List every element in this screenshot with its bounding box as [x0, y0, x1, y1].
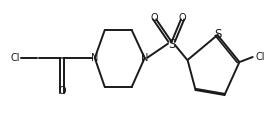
Text: Cl: Cl	[255, 52, 265, 62]
Text: N: N	[91, 53, 98, 63]
Text: O: O	[151, 13, 159, 23]
Text: Cl: Cl	[11, 53, 20, 63]
Text: O: O	[179, 13, 186, 23]
Text: S: S	[214, 28, 221, 41]
Text: O: O	[58, 86, 66, 96]
Text: S: S	[168, 38, 175, 51]
Text: N: N	[141, 53, 148, 63]
